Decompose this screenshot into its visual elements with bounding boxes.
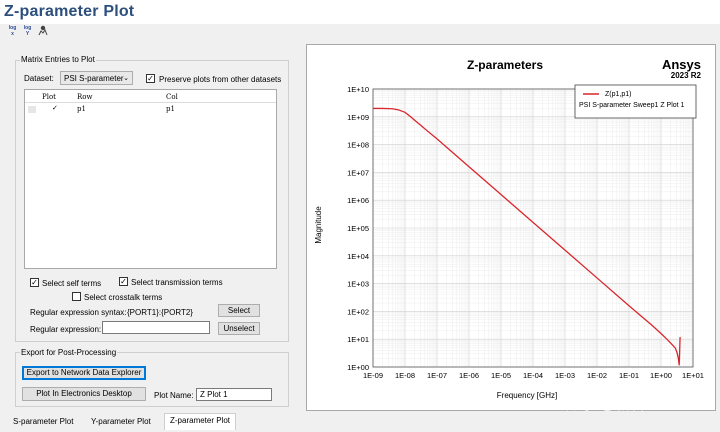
legend-subtitle: PSI S-parameter Sweep1 Z Plot 1 xyxy=(579,102,685,109)
series-line-Z(p1,p1) xyxy=(373,107,681,366)
crosstalk-terms-checkbox[interactable] xyxy=(72,292,81,301)
x-tick-label: 1E-08 xyxy=(395,371,415,380)
plot-area-border xyxy=(372,88,694,368)
log-x-axis: x xyxy=(11,31,14,37)
axes xyxy=(372,88,694,368)
z-parameter-chart[interactable]: 1E-09 1E-08 1E-07 1E-06 1E-05 1E-04 1E-03 1E-02… xyxy=(307,45,715,410)
syntax-value: {PORT1}:{PORT2} xyxy=(127,308,193,317)
watermark: 知乎 @新科益 xyxy=(566,396,661,413)
window-title: Z-parameter Plot xyxy=(4,3,135,20)
row-plot-check[interactable]: ✓ xyxy=(52,104,58,112)
grid-major xyxy=(372,88,694,368)
transmission-terms-checkbox[interactable]: ✓ xyxy=(119,277,128,286)
header-col: Col xyxy=(166,93,178,101)
regex-label: Regular expression: xyxy=(30,325,102,334)
legend[interactable]: Z(p1,p1) PSI S-parameter Sweep1 Z Plot 1 xyxy=(574,84,697,119)
x-tick-label: 1E-04 xyxy=(523,371,543,380)
y-tick-label: 1E+05 xyxy=(347,224,369,233)
x-tick-label: 1E-05 xyxy=(491,371,511,380)
y-tick-label: 1E+09 xyxy=(347,113,369,122)
unselect-button[interactable]: Unselect xyxy=(218,322,260,335)
x-axis-label: Frequency [GHz] xyxy=(497,391,557,400)
export-group-title: Export for Post-Processing xyxy=(20,348,118,357)
self-terms-checkbox[interactable]: ✓ xyxy=(30,278,39,287)
x-tick-label: 1E-01 xyxy=(619,371,639,380)
x-tick-label: 1E-06 xyxy=(459,371,479,380)
title-bar: Z-parameter Plot xyxy=(0,0,720,24)
tab-s-parameter-plot[interactable]: S-parameter Plot xyxy=(13,417,74,426)
row-row-value: p1 xyxy=(77,105,86,113)
brand-name: Ansys xyxy=(662,57,701,72)
toolbar: log x log Y xyxy=(0,25,720,39)
row-selector[interactable] xyxy=(28,106,36,113)
header-plot: Plot xyxy=(42,93,56,101)
series-layer xyxy=(373,107,681,366)
y-tick-labels: 1E+00 1E+01 1E+02 1E+03 1E+04 1E+05 1E+06 1E+07… xyxy=(347,85,369,372)
legend-box xyxy=(574,84,697,119)
syntax-label: Regular expression syntax: xyxy=(30,308,127,317)
log-x-label: log xyxy=(8,25,17,31)
log-y-icon[interactable]: log Y xyxy=(22,25,33,38)
x-tick-label: 1E-07 xyxy=(427,371,447,380)
self-terms-label: Select self terms xyxy=(42,279,102,288)
y-tick-label: 1E+07 xyxy=(347,168,369,177)
table-row[interactable]: ✓ p1 p1 xyxy=(25,104,276,115)
transmission-terms-label: Select transmission terms xyxy=(131,278,223,287)
brand-version: 2023 R2 xyxy=(671,71,702,80)
matrix-table: Plot Row Col ✓ p1 p1 xyxy=(24,89,277,269)
log-x-icon[interactable]: log x xyxy=(7,25,18,38)
y-tick-label: 1E+00 xyxy=(347,363,369,372)
matrix-group-title: Matrix Entries to Plot xyxy=(20,55,96,64)
preserve-plots-label: Preserve plots from other datasets xyxy=(159,75,282,84)
plot-frame: 1E-09 1E-08 1E-07 1E-06 1E-05 1E-04 1E-03 1E-02… xyxy=(306,44,716,411)
plot-name-label: Plot Name: xyxy=(154,391,194,400)
y-tick-label: 1E+02 xyxy=(347,307,369,316)
crosstalk-terms-label: Select crosstalk terms xyxy=(84,293,163,302)
x-tick-label: 1E-02 xyxy=(587,371,607,380)
y-tick-label: 1E+03 xyxy=(347,280,369,289)
y-tick-label: 1E+08 xyxy=(347,141,369,150)
preserve-plots-checkbox[interactable]: ✓ xyxy=(146,74,155,83)
table-header xyxy=(25,90,276,103)
tab-y-parameter-plot[interactable]: Y-parameter Plot xyxy=(91,417,151,426)
row-col-value: p1 xyxy=(166,105,175,113)
legend-entry: Z(p1,p1) xyxy=(605,91,631,98)
y-tick-label: 1E+04 xyxy=(347,252,369,261)
export-network-button[interactable]: Export to Network Data Explorer xyxy=(22,366,146,380)
log-y-axis: Y xyxy=(25,31,30,37)
select-button[interactable]: Select xyxy=(218,304,260,317)
chevron-down-icon: ⌄ xyxy=(123,75,129,82)
plot-name-input[interactable]: Z Plot 1 xyxy=(196,388,272,401)
x-tick-label: 1E-03 xyxy=(555,371,575,380)
plot-tabs: S-parameter Plot Y-parameter Plot Z-para… xyxy=(0,413,720,432)
tab-z-parameter-plot[interactable]: Z-parameter Plot xyxy=(164,413,237,430)
x-tick-label: 1E+01 xyxy=(682,371,704,380)
x-tick-label: 1E-09 xyxy=(363,371,383,380)
plot-in-desktop-button[interactable]: Plot In Electronics Desktop xyxy=(22,387,146,401)
y-tick-label: 1E+01 xyxy=(347,335,369,344)
y-tick-label: 1E+10 xyxy=(347,85,369,94)
x-tick-labels: 1E-09 1E-08 1E-07 1E-06 1E-05 1E-04 1E-03 1E-02… xyxy=(363,371,704,380)
log-y-label: log xyxy=(23,25,32,31)
pan-icon[interactable] xyxy=(37,25,48,38)
chart-title: Z-parameters xyxy=(467,58,543,72)
dataset-label: Dataset: xyxy=(24,74,54,83)
dataset-select[interactable]: PSI S-parameter ⌄ xyxy=(60,71,133,85)
y-axis-label: Magnitude xyxy=(314,206,323,244)
header-row: Row xyxy=(77,93,93,101)
dataset-value: PSI S-parameter xyxy=(64,74,124,83)
x-tick-label: 1E+00 xyxy=(650,371,672,380)
y-tick-label: 1E+06 xyxy=(347,196,369,205)
regex-input[interactable] xyxy=(102,321,210,334)
